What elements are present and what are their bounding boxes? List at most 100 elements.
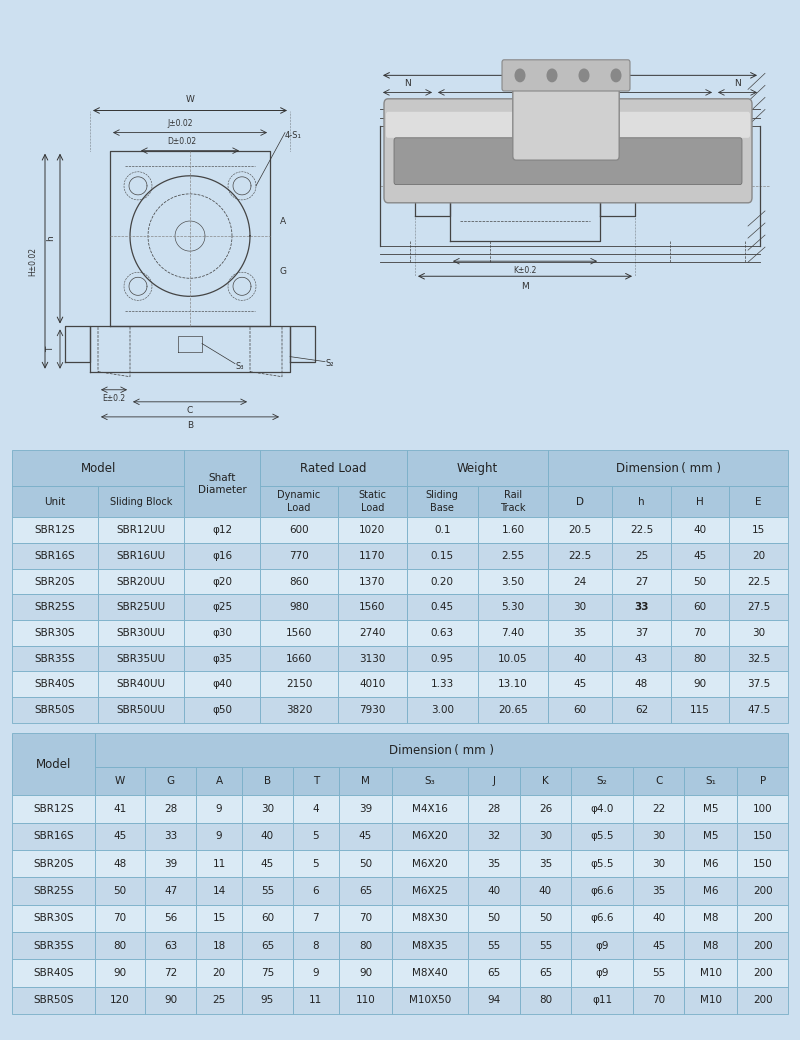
Text: M: M	[361, 776, 370, 786]
Text: 35: 35	[652, 886, 666, 895]
FancyBboxPatch shape	[260, 450, 407, 486]
FancyBboxPatch shape	[338, 620, 407, 646]
Text: 65: 65	[261, 940, 274, 951]
FancyBboxPatch shape	[185, 543, 260, 569]
Text: 15: 15	[213, 913, 226, 924]
FancyBboxPatch shape	[670, 543, 730, 569]
Text: 50: 50	[114, 886, 126, 895]
Text: 0.1: 0.1	[434, 525, 450, 536]
Text: 47.5: 47.5	[747, 705, 770, 714]
FancyBboxPatch shape	[12, 594, 98, 620]
FancyBboxPatch shape	[634, 987, 684, 1014]
Text: 1560: 1560	[286, 628, 312, 638]
FancyBboxPatch shape	[242, 905, 293, 932]
FancyBboxPatch shape	[738, 823, 788, 850]
Text: W: W	[186, 96, 194, 104]
Text: SBR30UU: SBR30UU	[117, 628, 166, 638]
Text: B: B	[187, 421, 193, 430]
FancyBboxPatch shape	[520, 768, 570, 796]
Text: φ9: φ9	[595, 940, 609, 951]
Text: 3130: 3130	[359, 653, 386, 664]
Text: 200: 200	[753, 968, 773, 978]
Text: 37.5: 37.5	[747, 679, 770, 690]
Circle shape	[611, 69, 621, 81]
Text: h: h	[638, 496, 645, 506]
Text: SBR16UU: SBR16UU	[117, 551, 166, 561]
Text: φ40: φ40	[212, 679, 232, 690]
Text: 1020: 1020	[359, 525, 386, 536]
Text: K: K	[542, 776, 549, 786]
FancyBboxPatch shape	[242, 823, 293, 850]
FancyBboxPatch shape	[260, 646, 338, 672]
FancyBboxPatch shape	[634, 768, 684, 796]
FancyBboxPatch shape	[570, 932, 634, 959]
Text: D: D	[576, 496, 584, 506]
FancyBboxPatch shape	[520, 905, 570, 932]
FancyBboxPatch shape	[407, 543, 478, 569]
FancyBboxPatch shape	[612, 543, 670, 569]
FancyBboxPatch shape	[12, 987, 95, 1014]
FancyBboxPatch shape	[548, 517, 612, 543]
Text: J: J	[492, 776, 495, 786]
FancyBboxPatch shape	[502, 59, 630, 90]
FancyBboxPatch shape	[293, 959, 338, 987]
FancyBboxPatch shape	[684, 823, 738, 850]
Text: SBR50S: SBR50S	[33, 995, 74, 1006]
Text: J±0.02: J±0.02	[167, 119, 193, 128]
Text: 35: 35	[539, 859, 552, 868]
FancyBboxPatch shape	[468, 987, 520, 1014]
Text: 7.40: 7.40	[502, 628, 525, 638]
FancyBboxPatch shape	[570, 905, 634, 932]
Text: 150: 150	[753, 831, 773, 841]
FancyBboxPatch shape	[384, 99, 752, 203]
FancyBboxPatch shape	[146, 959, 196, 987]
Text: M: M	[521, 282, 529, 291]
FancyBboxPatch shape	[185, 450, 260, 517]
FancyBboxPatch shape	[730, 543, 788, 569]
FancyBboxPatch shape	[196, 796, 242, 823]
FancyBboxPatch shape	[520, 987, 570, 1014]
Text: SBR16S: SBR16S	[33, 831, 74, 841]
FancyBboxPatch shape	[738, 959, 788, 987]
FancyBboxPatch shape	[293, 905, 338, 932]
Text: h: h	[46, 236, 55, 241]
FancyBboxPatch shape	[338, 878, 392, 905]
FancyBboxPatch shape	[548, 450, 788, 486]
FancyBboxPatch shape	[570, 850, 634, 878]
FancyBboxPatch shape	[293, 878, 338, 905]
Text: 72: 72	[164, 968, 178, 978]
FancyBboxPatch shape	[95, 850, 146, 878]
FancyBboxPatch shape	[684, 905, 738, 932]
Text: 55: 55	[261, 886, 274, 895]
Text: 62: 62	[634, 705, 648, 714]
Text: 9: 9	[313, 968, 319, 978]
FancyBboxPatch shape	[392, 932, 468, 959]
Text: 45: 45	[359, 831, 372, 841]
Text: SBR25S: SBR25S	[34, 602, 75, 613]
Text: 45: 45	[261, 859, 274, 868]
Text: 30: 30	[652, 831, 666, 841]
Text: 55: 55	[652, 968, 666, 978]
FancyBboxPatch shape	[407, 594, 478, 620]
FancyBboxPatch shape	[260, 620, 338, 646]
Text: 50: 50	[539, 913, 552, 924]
FancyBboxPatch shape	[468, 823, 520, 850]
FancyBboxPatch shape	[338, 486, 407, 517]
Text: Dimension ( mm ): Dimension ( mm )	[616, 462, 721, 474]
FancyBboxPatch shape	[386, 111, 750, 137]
FancyBboxPatch shape	[738, 932, 788, 959]
FancyBboxPatch shape	[338, 768, 392, 796]
Text: 48: 48	[114, 859, 126, 868]
FancyBboxPatch shape	[196, 987, 242, 1014]
Text: 600: 600	[290, 525, 309, 536]
Text: 40: 40	[652, 913, 666, 924]
FancyBboxPatch shape	[12, 620, 98, 646]
Text: M5: M5	[703, 804, 718, 814]
Text: S₃: S₃	[425, 776, 435, 786]
Text: 63: 63	[164, 940, 178, 951]
Text: 1660: 1660	[286, 653, 312, 664]
Text: 25: 25	[634, 551, 648, 561]
FancyBboxPatch shape	[196, 959, 242, 987]
FancyBboxPatch shape	[293, 850, 338, 878]
Text: SBR25UU: SBR25UU	[117, 602, 166, 613]
